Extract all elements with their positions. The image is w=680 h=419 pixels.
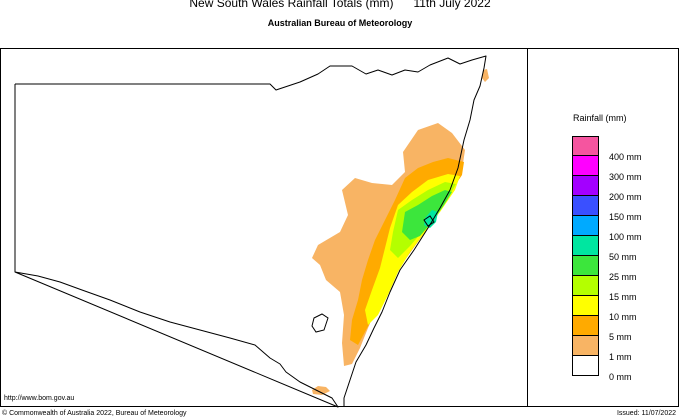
issued-date: Issued: 11/07/2022 xyxy=(616,410,676,417)
legend-label-400mm: 400 mm xyxy=(609,152,642,162)
legend-box-15mm xyxy=(572,276,599,296)
rainfall-zone-50mm xyxy=(424,210,438,228)
legend-label-15mm: 15 mm xyxy=(609,292,637,302)
legend-box-10mm xyxy=(572,296,599,316)
map-frame xyxy=(0,48,679,407)
legend-label-200mm: 200 mm xyxy=(609,192,642,202)
legend-divider xyxy=(527,48,528,407)
bom-url: http://www.bom.gov.au xyxy=(4,395,75,402)
legend-label-100mm: 100 mm xyxy=(609,232,642,242)
legend-box-5mm xyxy=(572,316,599,336)
copyright-notice: © Commonwealth of Australia 2022, Bureau… xyxy=(2,410,187,417)
legend-title: Rainfall (mm) xyxy=(573,113,627,123)
legend-box-0mm xyxy=(572,356,599,376)
map-title: New South Wales Rainfall Totals (mm) 11t… xyxy=(189,0,491,10)
legend-label-1mm: 1 mm xyxy=(609,352,632,362)
legend-label-150mm: 150 mm xyxy=(609,212,642,222)
rainfall-zone-1mm-patch xyxy=(312,386,330,395)
legend-box-50mm xyxy=(572,236,599,256)
legend-label-50mm: 50 mm xyxy=(609,252,637,262)
legend-box-1mm xyxy=(572,336,599,356)
legend-label-300mm: 300 mm xyxy=(609,172,642,182)
act-outline xyxy=(311,313,329,333)
legend-label-10mm: 10 mm xyxy=(609,312,637,322)
legend-box-400mm xyxy=(572,136,599,156)
legend-box-100mm xyxy=(572,216,599,236)
legend-label-25mm: 25 mm xyxy=(609,272,637,282)
coastal-lake-outline xyxy=(423,215,435,227)
rainfall-zone-1mm-patch-north xyxy=(482,69,489,82)
map-subtitle: Australian Bureau of Meteorology xyxy=(267,18,413,28)
nsw-state-outline xyxy=(14,55,487,408)
legend-box-300mm xyxy=(572,156,599,176)
legend-box-25mm xyxy=(572,256,599,276)
rainfall-zone-25mm xyxy=(402,190,452,240)
legend-label-0mm: 0 mm xyxy=(609,372,632,382)
legend-box-200mm xyxy=(572,176,599,196)
legend-box-150mm xyxy=(572,196,599,216)
legend-label-5mm: 5 mm xyxy=(609,332,632,342)
